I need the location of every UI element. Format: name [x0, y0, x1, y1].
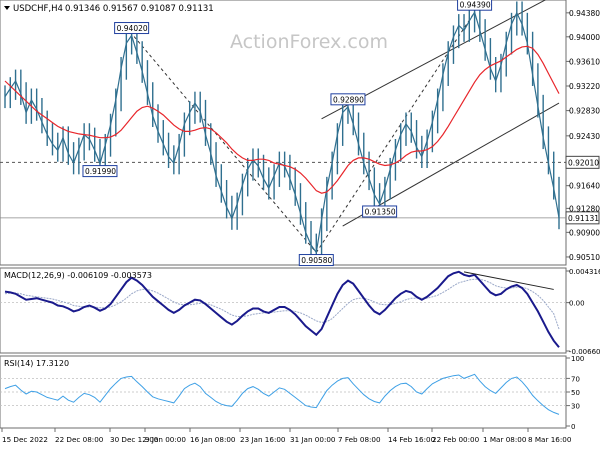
- ohlc-values: 0.91346 0.91567 0.91087 0.91131: [65, 4, 214, 14]
- price-y-tick-label: 0.93220: [569, 82, 600, 91]
- macd-line: [4, 270, 560, 348]
- price-annotation-box: [457, 0, 493, 11]
- price-annotation-box: [362, 205, 398, 218]
- symbol-dropdown-icon[interactable]: [4, 6, 10, 10]
- current-price-label: 0.91131: [568, 214, 599, 223]
- x-tick-label: 9 Jan 00:00: [145, 435, 186, 444]
- rsi-y-tick-label: 0: [571, 423, 575, 431]
- price-annotation-label: 0.92890: [333, 95, 364, 104]
- price-annotation-label: 0.91990: [85, 167, 116, 176]
- rsi-y-axis: 100 70 50 30 0: [566, 355, 584, 431]
- chart-header: USDCHF,H4 0.91346 0.91567 0.91087 0.9113…: [4, 4, 214, 14]
- dashed-trendline: [125, 27, 317, 253]
- price-annotation-box: [298, 254, 334, 267]
- symbol-label: USDCHF,H4: [13, 4, 63, 14]
- macd-trendline: [463, 271, 554, 290]
- price-y-tick-label: 0.91280: [569, 204, 600, 213]
- rsi-y-tick-label: 50: [571, 389, 580, 397]
- price-y-tick-label: 0.92430: [569, 132, 600, 141]
- price-y-tick-label: 0.90900: [569, 228, 600, 237]
- price-annotation-label: 0.90580: [301, 256, 332, 265]
- x-tick-label: 15 Dec 2022: [2, 435, 48, 444]
- x-tick-label: 31 Jan 00:00: [290, 435, 336, 444]
- rsi-panel: 100 70 50 30 0 RSI(14) 17.3120: [0, 355, 584, 431]
- price-y-tick-label: 0.94380: [569, 9, 600, 18]
- macd-y-tick-label: 0.00: [569, 300, 585, 308]
- macd-y-axis: 0.004316 0.00 -0.006605: [566, 268, 600, 356]
- price-annotation-label: 0.94020: [117, 24, 148, 33]
- price-panel: ActionForex.com 0.943800.940000.936100.9…: [0, 0, 600, 267]
- price-annotations: 0.94020 0.91990 0.92890 0.90580 0.91350 0.943…: [82, 0, 493, 267]
- macd-y-tick-label: 0.004316: [569, 268, 600, 276]
- x-tick-label: 8 Mar 16:00: [528, 435, 572, 444]
- rsi-title: RSI(14) 17.3120: [4, 359, 69, 368]
- price-annotation-box: [114, 22, 150, 35]
- price-annotation-label: 0.94390: [460, 1, 491, 10]
- price-annotation-box: [330, 93, 366, 106]
- price-y-tick-label: 0.91640: [569, 182, 600, 191]
- x-axis: 15 Dec 2022 22 Dec 08:00 30 Dec 12:009 Jan…: [1, 428, 572, 444]
- x-tick-label: 22 Dec 08:00: [55, 435, 104, 444]
- rsi-y-tick-label: 70: [571, 375, 580, 383]
- price-annotation-label: 0.91350: [365, 207, 396, 216]
- macd-panel: 0.004316 0.00 -0.006605 MACD(12,26,9) -0.0…: [0, 267, 600, 356]
- price-y-tick-label: 0.93610: [569, 57, 600, 66]
- macd-title: MACD(12,26,9) -0.006109 -0.003573: [4, 271, 152, 280]
- price-y-tick-label: 0.92830: [569, 107, 600, 116]
- price-annotation-box: [82, 165, 118, 178]
- x-tick-label: 1 Mar 08:00: [483, 435, 527, 444]
- moving-average-line: [4, 45, 560, 194]
- x-tick-label: 16 Jan 08:00: [190, 435, 236, 444]
- rsi-line: [4, 373, 560, 415]
- price-y-tick-label: 0.90510: [569, 253, 600, 262]
- price-y-axis: 0.94380 0.94000 0.93610 0.93220 0.92830 0.924…: [565, 9, 600, 262]
- rsi-plot: [0, 373, 566, 415]
- rsi-y-tick-label: 30: [571, 403, 580, 411]
- macd-y-tick-label: -0.006605: [569, 348, 600, 356]
- macd-signal-line: [4, 278, 560, 330]
- price-plot: [0, 0, 566, 264]
- x-tick-label: 7 Feb 08:00: [338, 435, 381, 444]
- level-price-label: 0.92010: [568, 158, 599, 167]
- x-tick-label: 23 Jan 16:00: [240, 435, 286, 444]
- x-tick-label: 14 Feb 16:00: [388, 435, 436, 444]
- rsi-y-tick-label: 100: [571, 355, 584, 363]
- x-tick-label: 30 Dec 12:00: [110, 435, 159, 444]
- x-tick-label: 22 Feb 00:00: [432, 435, 480, 444]
- macd-plot: [0, 270, 566, 348]
- price-y-tick-label: 0.94000: [569, 33, 600, 42]
- watermark: ActionForex.com: [230, 31, 388, 53]
